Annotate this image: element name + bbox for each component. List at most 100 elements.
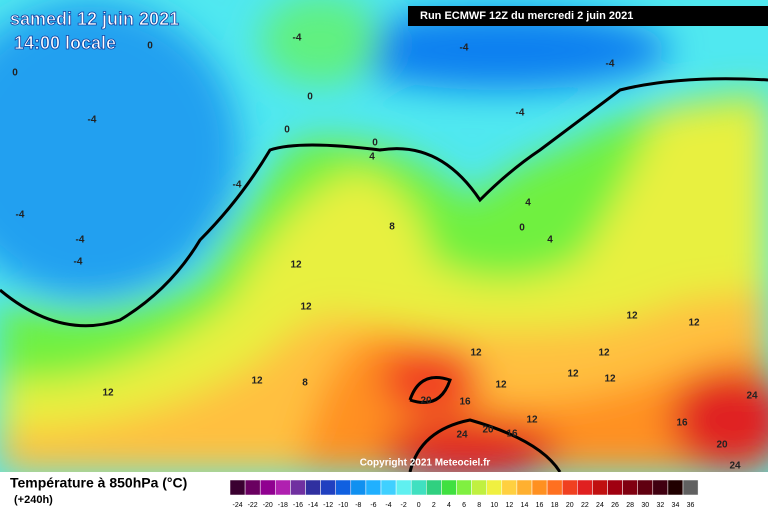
scale-label: 34 — [672, 502, 680, 509]
scale-label: -16 — [293, 502, 303, 509]
color-scale: -24 -22 -20 -18 -16 -14 -12 -10 -8 -6 -4 -2 0 2 4 6 8 10 1… — [229, 479, 699, 509]
copyright: Copyright 2021 Meteociel.fr — [360, 458, 491, 469]
scale-label: 6 — [462, 502, 466, 509]
contour-label: 12 — [102, 388, 114, 399]
contour-label: 20 — [716, 440, 728, 451]
scale-swatch — [682, 479, 699, 496]
scale-swatch — [244, 479, 261, 496]
contour-label: 12 — [526, 415, 538, 426]
scale-swatch — [561, 479, 578, 496]
scale-label: 14 — [521, 502, 529, 509]
contour-label: 16 — [506, 429, 518, 440]
contour-label: 0 — [307, 92, 313, 103]
contour-label: 24 — [456, 430, 468, 441]
contour-label: 12 — [251, 376, 263, 387]
scale-label: 10 — [490, 502, 498, 509]
scale-label: -2 — [401, 502, 407, 509]
temperature-field — [0, 0, 768, 472]
contour-label: 16 — [676, 418, 688, 429]
scale-swatch — [335, 479, 352, 496]
scale-label: -18 — [278, 502, 288, 509]
run-banner — [408, 6, 768, 26]
footer-title: Température à 850hPa (°C) — [10, 475, 187, 491]
footer-lead: (+240h) — [14, 494, 53, 506]
scale-label: 20 — [566, 502, 574, 509]
scale-label: 2 — [432, 502, 436, 509]
run-text: Run ECMWF 12Z du mercredi 2 juin 2021 — [420, 10, 633, 22]
scale-swatch — [410, 479, 427, 496]
scale-swatch — [471, 479, 487, 496]
scale-label: 36 — [687, 502, 695, 509]
scale-swatch — [441, 479, 457, 496]
contour-label: 0 — [372, 138, 378, 149]
scale-label: 22 — [581, 502, 589, 509]
contour-label: -4 — [74, 257, 83, 268]
contour-label: 24 — [746, 391, 758, 402]
scale-swatch — [486, 479, 503, 496]
contour-label: 12 — [626, 311, 638, 322]
contour-label: -4 — [606, 59, 615, 70]
contour-label: -4 — [460, 43, 469, 54]
scale-label: 30 — [641, 502, 649, 509]
contour-label: 12 — [688, 318, 700, 329]
contour-label: 8 — [389, 222, 395, 233]
scale-swatch — [350, 479, 367, 496]
scale-label: -4 — [385, 502, 391, 509]
scale-label: 12 — [505, 502, 513, 509]
contour-label: 0 — [519, 223, 525, 234]
scale-swatch — [531, 479, 548, 496]
contour-label: 16 — [459, 397, 471, 408]
scale-label: 28 — [626, 502, 634, 509]
contour-label: -4 — [516, 108, 525, 119]
scale-swatch — [577, 479, 593, 496]
contour-label: 20 — [420, 396, 432, 407]
contour-label: 8 — [302, 378, 308, 389]
contour-label: 12 — [495, 380, 507, 391]
date-title: samedi 12 juin 2021 — [10, 9, 179, 29]
scale-label: -6 — [370, 502, 376, 509]
scale-swatch — [365, 479, 382, 496]
scale-swatch — [501, 479, 518, 496]
scale-label: -14 — [308, 502, 318, 509]
scale-swatch — [637, 479, 654, 496]
scale-swatch — [259, 479, 276, 496]
scale-swatch — [305, 479, 321, 496]
scale-swatch — [516, 479, 533, 496]
contour-label: 0 — [147, 41, 153, 52]
scale-label: -12 — [323, 502, 333, 509]
scale-swatch — [607, 479, 623, 496]
contour-label: 20 — [482, 425, 494, 436]
scale-label: 16 — [536, 502, 544, 509]
scale-swatch — [320, 479, 336, 496]
time-title: 14:00 locale — [14, 33, 116, 53]
scale-label: 0 — [417, 502, 421, 509]
contour-label: -4 — [16, 210, 25, 221]
scale-swatch — [229, 479, 246, 496]
scale-swatch — [426, 479, 442, 496]
contour-label: 12 — [300, 302, 312, 313]
scale-label: -10 — [338, 502, 348, 509]
scale-swatch — [622, 479, 638, 496]
scale-swatch — [652, 479, 669, 496]
contour-label: 12 — [567, 369, 579, 380]
contour-label: 0 — [284, 125, 290, 136]
scale-swatch — [275, 479, 291, 496]
contour-label: -4 — [88, 115, 97, 126]
scale-swatch — [456, 479, 472, 496]
scale-swatch — [592, 479, 608, 496]
scale-swatch — [395, 479, 412, 496]
contour-label: 12 — [470, 348, 482, 359]
scale-label: -8 — [355, 502, 361, 509]
scale-label: 32 — [656, 502, 664, 509]
scale-label: -22 — [248, 502, 258, 509]
contour-label: 4 — [525, 198, 531, 209]
scale-label: -24 — [232, 502, 242, 509]
contour-label: 4 — [369, 152, 375, 163]
scale-swatch — [380, 479, 397, 496]
contour-label: -4 — [233, 180, 242, 191]
contour-label: 24 — [729, 461, 741, 472]
scale-label: 8 — [477, 502, 481, 509]
scale-swatch — [546, 479, 563, 496]
contour-label: 12 — [604, 374, 616, 385]
contour-label: 0 — [12, 68, 18, 79]
